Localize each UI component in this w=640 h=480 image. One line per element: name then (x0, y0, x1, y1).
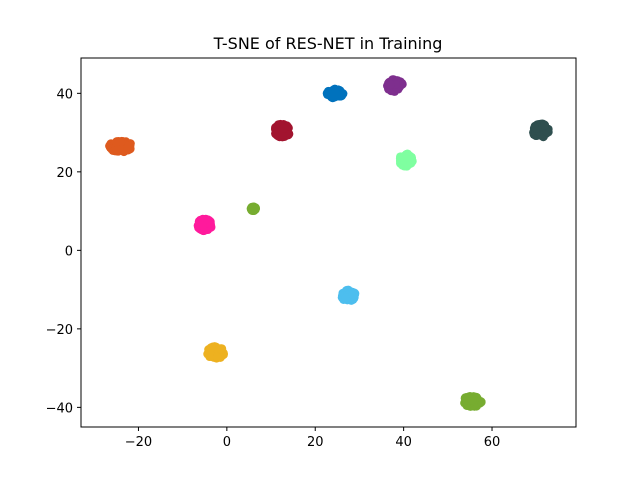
x-axis: −20 0 20 40 60 (125, 427, 501, 450)
x-tick-label: 60 (484, 435, 501, 450)
y-tick-label: 0 (65, 244, 73, 259)
scatter-point-cluster-10 (467, 395, 477, 405)
scatter-point-cluster-2 (246, 204, 256, 214)
scatter-point-cluster-8 (341, 293, 351, 303)
y-tick-label: −40 (46, 401, 73, 416)
scatter-point-cluster-5 (386, 80, 396, 90)
scatter-point-cluster-8 (348, 290, 358, 300)
chart-title: T-SNE of RES-NET in Training (213, 34, 443, 53)
scatter-point-cluster-7 (531, 123, 541, 133)
scatter-point-cluster-9 (212, 353, 222, 363)
scatter-point-cluster-6 (406, 158, 416, 168)
scatter-point-cluster-9 (206, 343, 216, 353)
scatter-points (105, 75, 553, 411)
scatter-point-cluster-4 (331, 89, 341, 99)
y-tick-label: 40 (56, 87, 73, 102)
scatter-point-cluster-9 (216, 344, 226, 354)
y-tick-label: 20 (56, 166, 73, 181)
y-axis: −40 −20 0 20 40 (46, 87, 81, 416)
scatter-point-cluster-7 (540, 120, 550, 130)
x-tick-label: −20 (125, 435, 152, 450)
plot-frame (80, 57, 577, 428)
x-tick-label: 40 (395, 435, 412, 450)
y-tick-label: −20 (46, 323, 73, 338)
scatter-point-cluster-0 (112, 137, 122, 147)
scatter-point-cluster-1 (198, 221, 208, 231)
scatter-point-cluster-0 (112, 145, 122, 155)
x-tick-label: 20 (307, 435, 324, 450)
x-tick-label: 0 (223, 435, 231, 450)
scatter-point-cluster-3 (279, 123, 289, 133)
